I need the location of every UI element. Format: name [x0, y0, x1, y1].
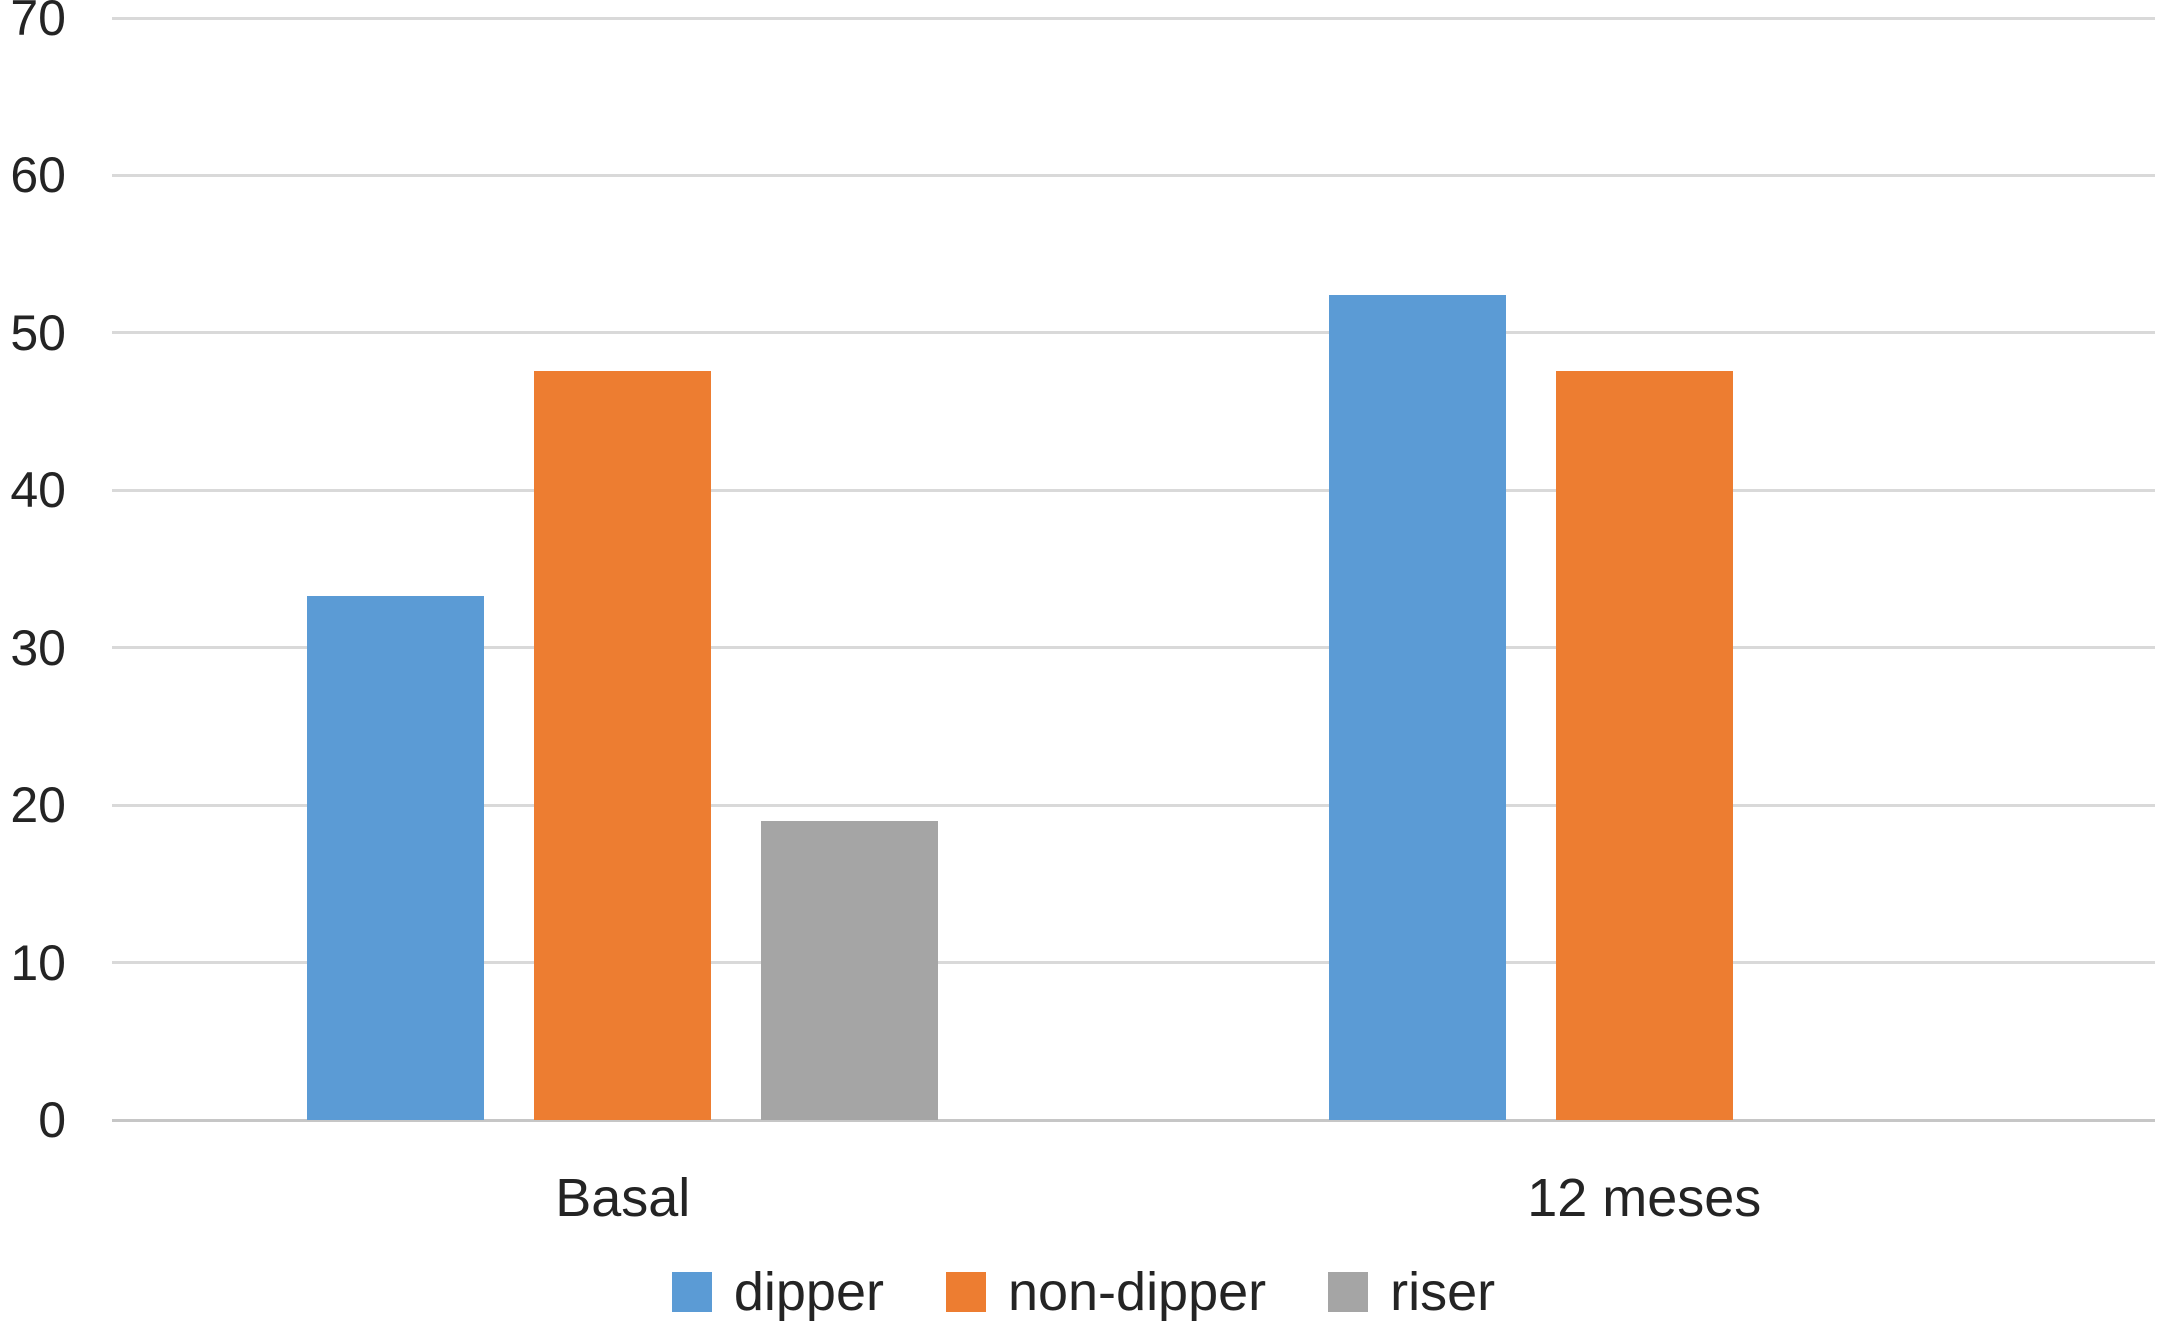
legend-item-dipper: dipper: [671, 1262, 884, 1322]
gridline: [112, 16, 2155, 20]
y-tick-label: 60: [10, 147, 66, 204]
gridline: [112, 646, 2155, 650]
legend: dipper non-dipper riser: [0, 1262, 2167, 1322]
x-category-label: Basal: [555, 1168, 691, 1228]
bar-12-meses-non-dipper: [1555, 370, 1733, 1120]
bar-basal-riser: [761, 820, 939, 1120]
gridline: [112, 961, 2155, 965]
legend-marker-icon: [1328, 1272, 1369, 1312]
gridline: [112, 803, 2155, 807]
y-tick-label: 30: [10, 619, 66, 676]
y-tick-label: 0: [38, 1092, 66, 1148]
gridline: [112, 488, 2155, 492]
x-axis-line: [112, 1118, 2155, 1122]
bar-basal-dipper: [307, 595, 485, 1120]
y-tick-label: 10: [10, 934, 66, 991]
gridline: [112, 331, 2155, 335]
gridline: [112, 173, 2155, 177]
legend-label: dipper: [733, 1262, 884, 1322]
y-tick-label: 20: [10, 777, 66, 834]
y-tick-label: 50: [10, 304, 66, 361]
legend-marker-icon: [945, 1272, 986, 1312]
legend-marker-icon: [671, 1272, 712, 1312]
y-tick-label: 70: [10, 0, 66, 46]
legend-label: non-dipper: [1007, 1262, 1267, 1322]
legend-label: riser: [1390, 1262, 1496, 1322]
legend-item-riser: riser: [1328, 1262, 1495, 1322]
bar-12-meses-dipper: [1328, 295, 1506, 1120]
bar-basal-non-dipper: [534, 370, 712, 1120]
legend-item-non-dipper: non-dipper: [945, 1262, 1267, 1322]
y-tick-label: 40: [10, 462, 66, 519]
x-category-label: 12 meses: [1527, 1168, 1762, 1228]
